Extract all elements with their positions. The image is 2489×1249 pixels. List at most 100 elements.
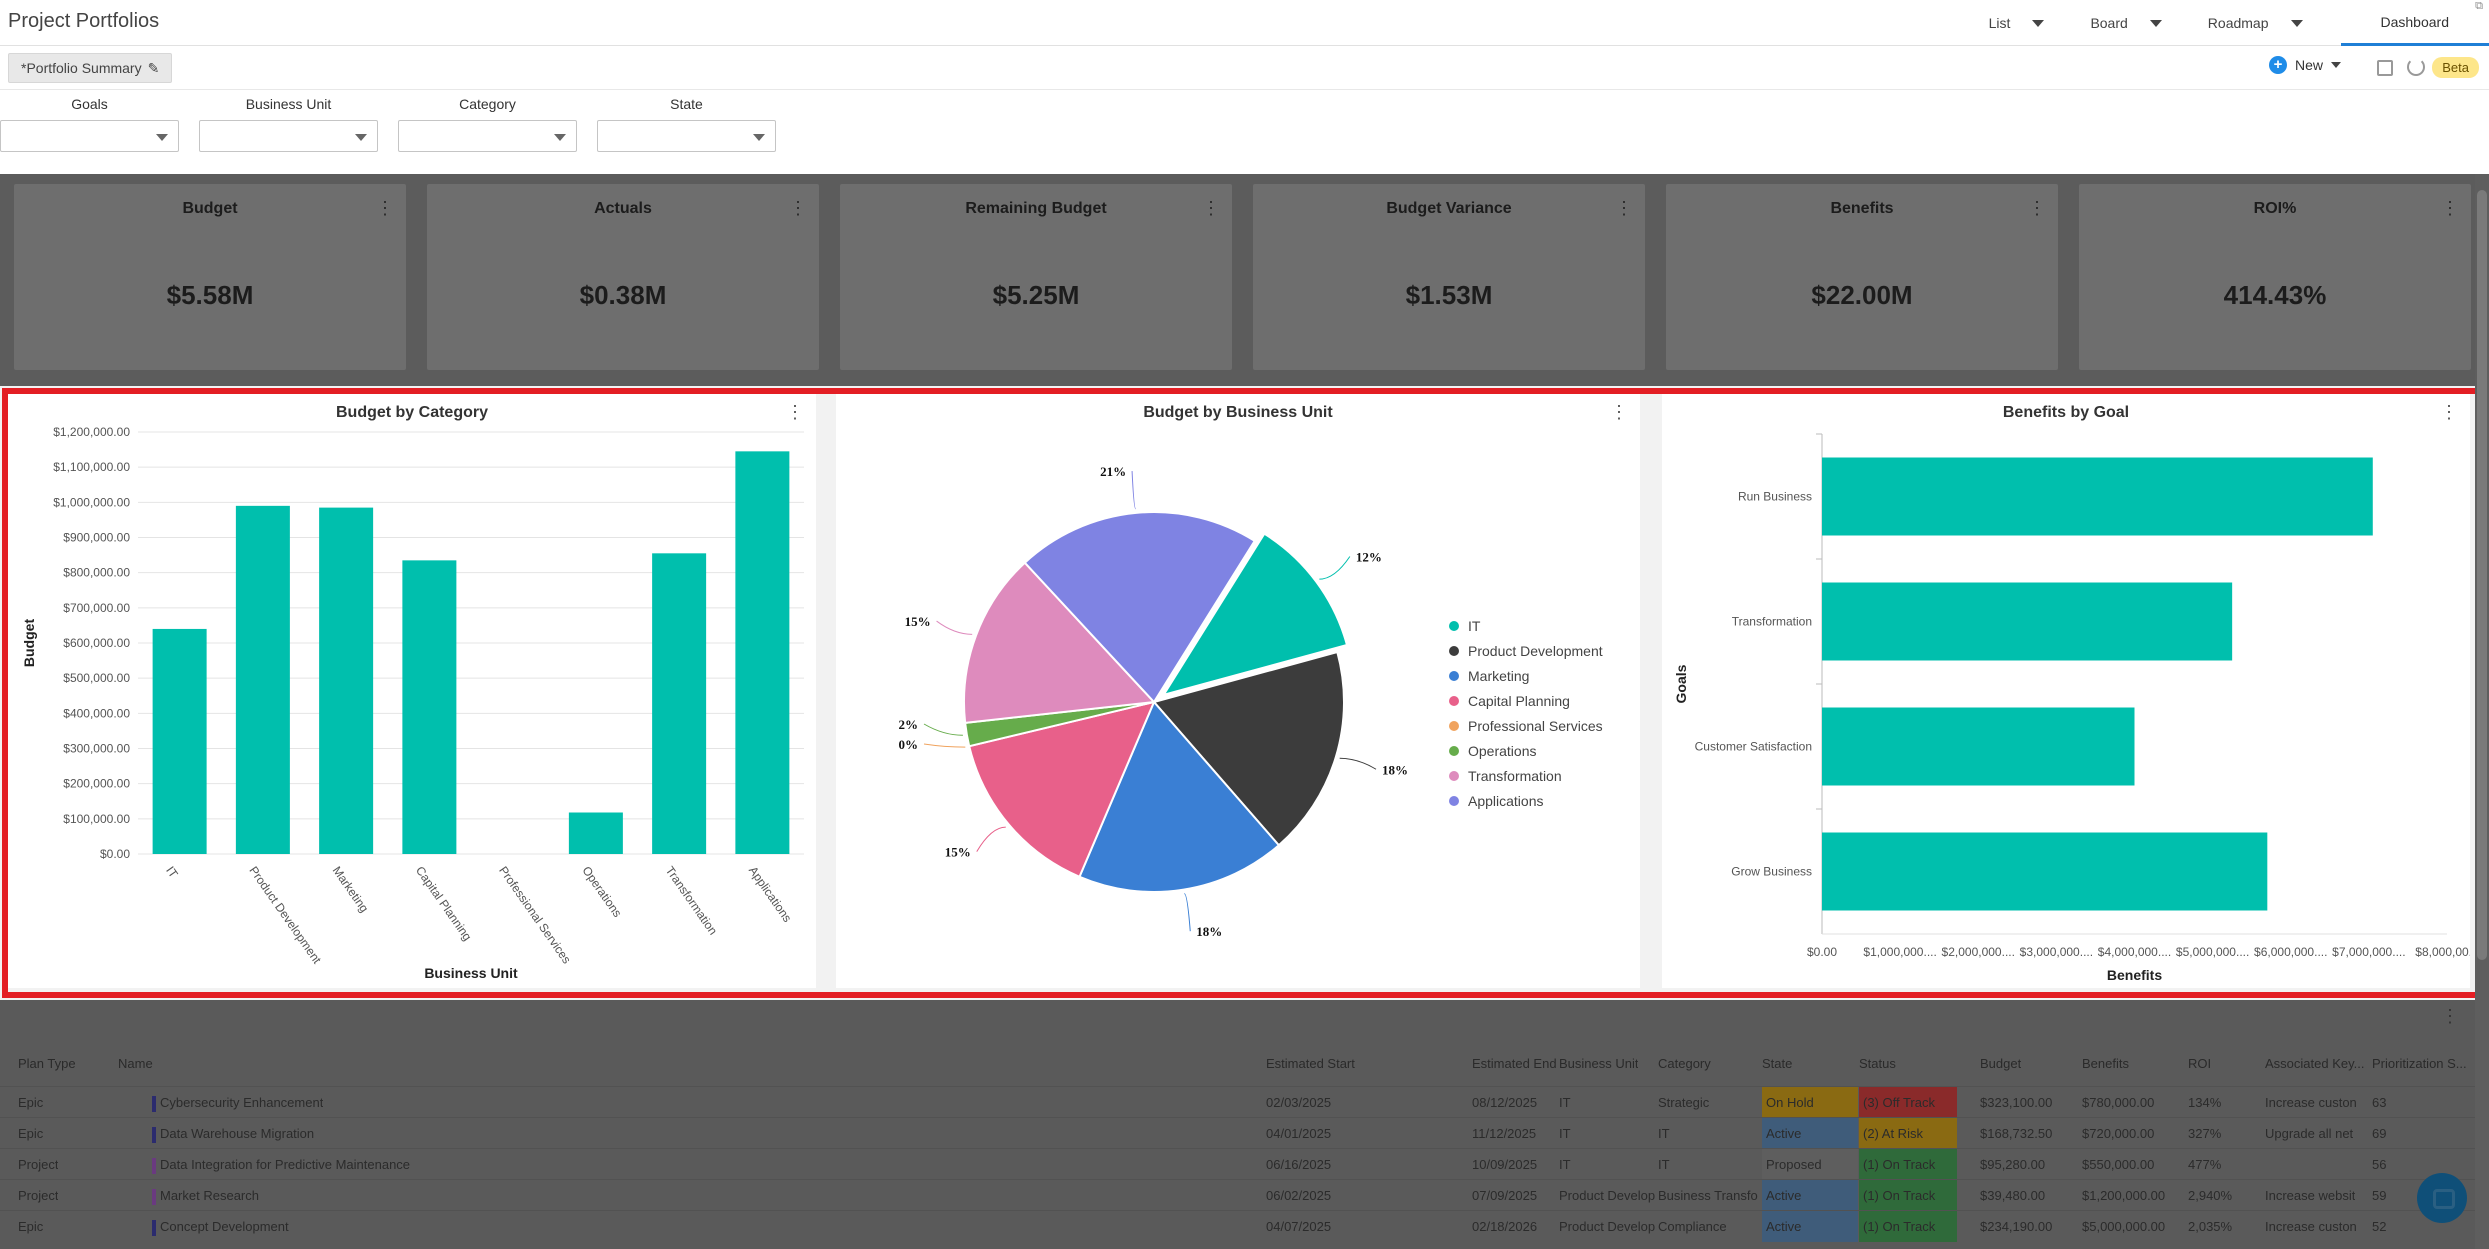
- bar: [652, 553, 707, 854]
- pencil-icon[interactable]: ✎: [147, 59, 160, 76]
- column-header[interactable]: Status: [1859, 1056, 1896, 1071]
- table-cell[interactable]: Data Warehouse Migration: [152, 1118, 314, 1149]
- column-header[interactable]: Name: [118, 1056, 153, 1071]
- goals-select[interactable]: [0, 120, 179, 152]
- chevron-down-icon[interactable]: [554, 134, 566, 141]
- kpi-card-budget-variance: Budget Variance $1.53M ⋮: [1253, 184, 1645, 370]
- table-cell: 02/03/2025: [1266, 1095, 1332, 1110]
- pie-slice: [1078, 700, 1281, 893]
- view-board[interactable]: Board: [2082, 0, 2169, 46]
- table-cell[interactable]: Market Research: [152, 1180, 259, 1211]
- column-header[interactable]: Estimated End: [1472, 1056, 1557, 1071]
- kpi-title: Benefits: [1830, 200, 1894, 217]
- more-vertical-icon[interactable]: ⋮: [1615, 198, 1633, 218]
- column-header[interactable]: Benefits: [2082, 1056, 2129, 1071]
- y-tick-label: Grow Business: [1731, 865, 1812, 879]
- view-list-label[interactable]: List: [1988, 15, 2011, 31]
- legend-marker: [1449, 746, 1459, 756]
- save-icon[interactable]: [2377, 60, 2393, 76]
- table-cell: $780,000.00: [2082, 1095, 2155, 1110]
- column-header[interactable]: Budget: [1980, 1056, 2022, 1071]
- column-header[interactable]: ROI: [2188, 1056, 2212, 1071]
- legend-label: Applications: [1468, 793, 1544, 809]
- more-vertical-icon[interactable]: ⋮: [2028, 198, 2046, 218]
- column-header[interactable]: Prioritization S...: [2372, 1056, 2467, 1071]
- column-header[interactable]: Business Unit: [1559, 1056, 1639, 1071]
- plan-type-swatch: [152, 1126, 156, 1143]
- pie-data-label: 18%: [1382, 762, 1408, 777]
- more-vertical-icon[interactable]: ⋮: [1202, 198, 1220, 218]
- y-axis-label: Budget: [21, 619, 37, 668]
- state-select[interactable]: [597, 120, 776, 152]
- new-button[interactable]: + New: [2268, 56, 2341, 74]
- view-board-label[interactable]: Board: [2090, 15, 2128, 31]
- table-cell: Active: [1762, 1180, 1858, 1211]
- pie-leader-line: [1131, 471, 1137, 510]
- column-header[interactable]: State: [1762, 1056, 1793, 1071]
- bar: [568, 812, 623, 854]
- view-switcher: List Board Roadmap Dashboard: [1981, 0, 2489, 46]
- table-cell: $95,280.00: [1980, 1157, 2046, 1172]
- view-roadmap-label[interactable]: Roadmap: [2207, 15, 2269, 31]
- budget-by-category-card: $0.00 $100,000.00 $200,000.00 $300,000.00 $4…: [8, 394, 816, 988]
- more-vertical-icon[interactable]: ⋮: [1610, 402, 1628, 422]
- summary-tab-label[interactable]: *Portfolio Summary: [21, 60, 142, 76]
- business-unit-select[interactable]: [199, 120, 378, 152]
- column-header[interactable]: Estimated Start: [1266, 1056, 1355, 1071]
- table-cell: On Hold: [1762, 1087, 1858, 1118]
- table-cell: 63: [2372, 1095, 2387, 1110]
- x-tick-label: Marketing: [330, 864, 372, 915]
- pie-leader-line: [1319, 556, 1351, 580]
- scrollbar-thumb[interactable]: [2477, 190, 2487, 960]
- kpi-title: Budget Variance: [1386, 200, 1512, 217]
- summary-tab[interactable]: *Portfolio Summary ✎: [8, 53, 173, 83]
- chevron-down-icon[interactable]: [355, 134, 367, 141]
- table-cell: IT: [1658, 1157, 1670, 1172]
- plans-table: ⋮ Plan Type Name Estimated Start Estimated …: [0, 1000, 2489, 1249]
- category-select[interactable]: [398, 120, 577, 152]
- column-header[interactable]: Category: [1658, 1056, 1711, 1071]
- table-cell[interactable]: Data Integration for Predictive Maintena…: [152, 1149, 410, 1180]
- view-list[interactable]: List: [1981, 0, 2053, 46]
- table-cell: $5,000,000.00: [2082, 1219, 2166, 1234]
- pie-leader-line: [1183, 893, 1191, 932]
- more-vertical-icon[interactable]: ⋮: [2441, 1006, 2459, 1026]
- chevron-down-icon[interactable]: [156, 134, 168, 141]
- table-row[interactable]: Project Data Integration for Predictive M…: [0, 1148, 2489, 1180]
- chevron-down-icon[interactable]: [2149, 19, 2162, 27]
- more-vertical-icon[interactable]: ⋮: [789, 198, 807, 218]
- chevron-down-icon[interactable]: [753, 134, 765, 141]
- pie-data-label: 12%: [1356, 549, 1382, 564]
- legend-label: IT: [1468, 618, 1481, 634]
- table-cell: Increase websit: [2265, 1188, 2356, 1203]
- chevron-down-icon[interactable]: [2290, 19, 2303, 27]
- table-cell[interactable]: Cybersecurity Enhancement: [152, 1087, 323, 1118]
- column-header[interactable]: Associated Key...: [2265, 1056, 2365, 1071]
- refresh-icon[interactable]: [2407, 58, 2425, 76]
- table-cell: Active: [1762, 1211, 1858, 1242]
- more-vertical-icon[interactable]: ⋮: [786, 402, 804, 422]
- chevron-down-icon[interactable]: [2331, 62, 2341, 68]
- table-row[interactable]: Epic Data Warehouse Migration 04/01/2025 11…: [0, 1117, 2489, 1149]
- table-row[interactable]: Epic Cybersecurity Enhancement 02/03/2025 0…: [0, 1086, 2489, 1118]
- view-roadmap[interactable]: Roadmap: [2200, 0, 2311, 46]
- chevron-down-icon[interactable]: [2032, 19, 2045, 27]
- y-tick-label: $100,000.00: [63, 812, 130, 826]
- page-title: Project Portfolios: [8, 10, 160, 32]
- chat-button[interactable]: [2417, 1173, 2467, 1223]
- legend-marker: [1449, 671, 1459, 681]
- filter-state: State: [597, 96, 776, 152]
- table-cell[interactable]: Concept Development: [152, 1211, 289, 1242]
- more-vertical-icon[interactable]: ⋮: [2441, 198, 2459, 218]
- view-dashboard-label[interactable]: Dashboard: [2380, 13, 2450, 30]
- more-vertical-icon[interactable]: ⋮: [2440, 402, 2458, 422]
- table-row[interactable]: Epic Concept Development 04/07/2025 02/18/2…: [0, 1210, 2489, 1242]
- table-row[interactable]: Project Market Research 06/02/2025 07/09/20…: [0, 1179, 2489, 1211]
- expand-icon[interactable]: ⧉: [2475, 0, 2483, 12]
- view-dashboard[interactable]: Dashboard: [2340, 0, 2489, 46]
- table-cell: $234,190.00: [1980, 1219, 2053, 1234]
- new-button-label[interactable]: New: [2294, 57, 2323, 73]
- column-header[interactable]: Plan Type: [18, 1056, 76, 1071]
- more-vertical-icon[interactable]: ⋮: [376, 198, 394, 218]
- legend-label: Transformation: [1468, 768, 1562, 784]
